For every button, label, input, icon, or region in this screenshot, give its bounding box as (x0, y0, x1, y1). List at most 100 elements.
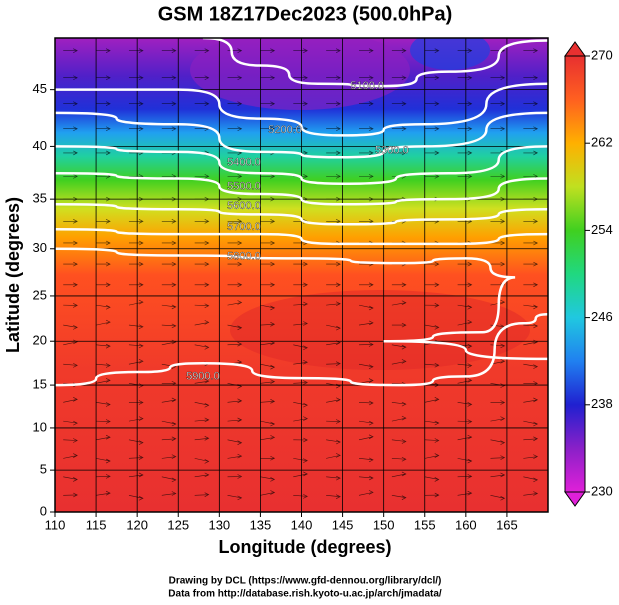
x-tick-label: 145 (332, 517, 354, 532)
streamline (260, 379, 276, 384)
streamline (260, 261, 276, 267)
streamline (391, 322, 407, 328)
streamline (194, 378, 210, 384)
streamline (260, 75, 276, 80)
streamline (359, 219, 374, 224)
colorbar-tick-label: 230 (591, 483, 613, 498)
streamline (63, 240, 78, 246)
streamline (161, 282, 177, 288)
streamline (96, 304, 111, 310)
streamline (391, 359, 407, 365)
streamline (457, 434, 473, 441)
streamline (457, 458, 473, 464)
streamline (194, 75, 210, 80)
streamline (161, 339, 177, 346)
streamline (293, 402, 308, 408)
streamline (161, 436, 177, 442)
streamline (96, 378, 111, 384)
streamline (96, 419, 111, 424)
streamline (260, 399, 276, 404)
streamline (457, 48, 473, 53)
x-tick-label: 150 (373, 517, 395, 532)
streamline (63, 101, 78, 106)
streamline (63, 453, 78, 459)
streamline (227, 453, 243, 459)
streamline (96, 219, 111, 224)
streamline (490, 400, 506, 405)
colorbar-tick-label: 262 (591, 135, 613, 150)
streamline (161, 397, 177, 403)
streamline (260, 240, 276, 246)
streamline (457, 261, 473, 267)
streamline (424, 324, 440, 330)
streamline (161, 240, 177, 246)
streamline (63, 219, 78, 224)
contour-line (55, 313, 548, 387)
contour-label: 5400.0 (227, 157, 261, 169)
x-tick-label: 165 (496, 517, 518, 532)
streamline (63, 261, 78, 267)
streamline (391, 415, 407, 422)
contour-line (55, 145, 548, 185)
streamline (457, 126, 473, 131)
streamline (260, 420, 276, 427)
streamline (424, 453, 440, 459)
streamline (326, 75, 341, 80)
streamline (96, 402, 111, 407)
streamline (391, 300, 407, 306)
streamline (194, 417, 210, 423)
y-tick-label: 25 (33, 287, 47, 302)
contour-line (55, 82, 548, 137)
streamline (194, 303, 210, 308)
streamline (227, 300, 243, 306)
streamline (128, 400, 144, 405)
streamline (326, 475, 341, 481)
streamline (490, 261, 506, 267)
streamline (194, 240, 210, 246)
streamline (63, 303, 78, 308)
streamline (359, 282, 374, 288)
streamline (161, 48, 177, 53)
streamline (326, 174, 341, 179)
credit: Data from http://database.rish.kyoto-u.a… (168, 589, 442, 600)
streamline (63, 174, 78, 179)
streamline (227, 494, 243, 501)
streamline (391, 344, 407, 350)
credit: Drawing by DCL (https://www.gfd-dennou.o… (169, 576, 442, 587)
streamline (424, 282, 440, 288)
streamline (227, 439, 243, 445)
streamline (96, 343, 111, 349)
x-tick-label: 125 (167, 517, 189, 532)
streamline (326, 419, 341, 424)
streamline (227, 474, 243, 479)
streamline (490, 472, 506, 478)
chart-title: GSM 18Z17Dec2023 (500.0hPa) (158, 3, 453, 25)
colorbar-tick-label: 238 (591, 396, 613, 411)
streamline (293, 344, 308, 351)
contour-label: 5300.0 (375, 145, 409, 157)
contour-line (55, 247, 548, 361)
streamline (523, 261, 539, 267)
streamline (457, 282, 473, 288)
streamline (96, 126, 111, 131)
streamline (227, 75, 243, 80)
colorbar-extend (564, 491, 586, 507)
contour-line (202, 38, 548, 88)
streamline (194, 48, 210, 53)
streamline (490, 494, 506, 501)
streamline (293, 380, 308, 385)
field-features (190, 38, 530, 370)
contour-line (55, 111, 548, 159)
streamline (490, 455, 506, 460)
streamline (161, 219, 177, 224)
streamline (260, 490, 276, 496)
streamline (293, 416, 308, 422)
streamline (128, 455, 144, 460)
streamline (424, 150, 440, 156)
streamline (128, 48, 144, 53)
streamline (63, 126, 78, 131)
streamline (424, 492, 440, 498)
streamline (227, 341, 243, 347)
streamline (96, 282, 111, 288)
